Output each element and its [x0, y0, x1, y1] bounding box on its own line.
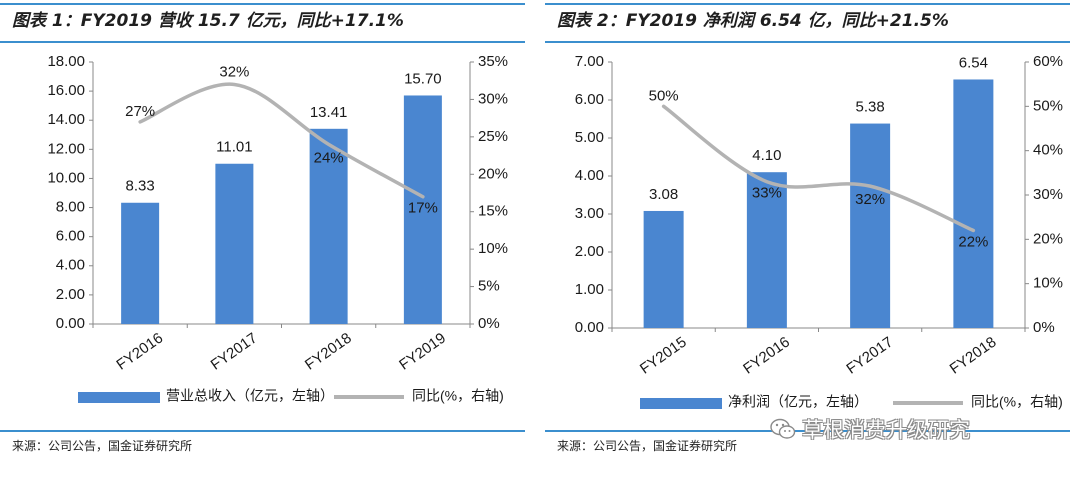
- y-tick-label-right: 30%: [478, 90, 508, 107]
- legend-bar-label: 净利润（亿元，左轴）: [728, 394, 868, 410]
- y-tick-label-right: 10%: [1033, 275, 1063, 292]
- y-tick-label-left: 0.00: [56, 315, 85, 332]
- y-tick-label-right: 5%: [478, 278, 500, 295]
- bar: [403, 95, 442, 324]
- y-tick-label-left: 2.00: [575, 243, 604, 260]
- y-tick-label-left: 7.00: [575, 53, 604, 70]
- top-rule: [545, 3, 1070, 5]
- yoy-line: [661, 104, 976, 233]
- line-value-label: 17%: [408, 200, 438, 217]
- bar-value-label: 13.41: [310, 104, 348, 121]
- y-tick-label-left: 0.00: [575, 319, 604, 336]
- legend-line-label: 同比(%，右轴): [412, 388, 504, 404]
- source-note: 来源：公司公告，国金证券研究所: [12, 439, 193, 453]
- legend-bar-swatch: [640, 398, 722, 409]
- x-tick-label: FY2015: [637, 334, 690, 378]
- x-tick-label: FY2018: [947, 334, 1000, 378]
- y-tick-label-left: 8.00: [56, 199, 85, 216]
- y-tick-label-left: 4.00: [575, 167, 604, 184]
- legend-bar-swatch: [78, 392, 160, 403]
- source-note: 来源：公司公告，国金证券研究所: [557, 439, 738, 453]
- x-tick-label: FY2016: [740, 334, 793, 378]
- line-value-label: 33%: [752, 185, 782, 202]
- wechat-icon: [770, 418, 796, 439]
- bar: [121, 202, 160, 324]
- y-tick-label-right: 30%: [1033, 186, 1063, 203]
- bar-value-label: 4.10: [752, 147, 781, 164]
- y-tick-label-left: 6.00: [56, 228, 85, 245]
- bar: [850, 123, 891, 328]
- line-value-label: 22%: [958, 233, 988, 250]
- source-rule: [545, 430, 1070, 432]
- y-tick-label-left: 18.00: [47, 53, 85, 70]
- bar: [643, 210, 684, 328]
- y-tick-label-left: 6.00: [575, 91, 604, 108]
- y-tick-label-right: 10%: [478, 240, 508, 257]
- y-tick-label-right: 50%: [1033, 97, 1063, 114]
- y-tick-label-right: 60%: [1033, 53, 1063, 70]
- revenue-chart: 0.00 2.00 4.00 6.00 8.00 10.00 12.00 14.00 16.00…: [47, 53, 508, 404]
- y-tick-label-left: 12.00: [47, 140, 85, 157]
- bar-value-label: 11.01: [216, 139, 252, 156]
- line-value-label: 32%: [855, 191, 885, 208]
- bar: [309, 128, 348, 324]
- y-tick-label-left: 5.00: [575, 129, 604, 146]
- y-tick-label-left: 16.00: [47, 82, 85, 99]
- line-value-label: 32%: [219, 63, 249, 80]
- y-tick-label-left: 4.00: [56, 257, 85, 274]
- y-tick-label-left: 14.00: [47, 111, 85, 128]
- x-tick-label: FY2019: [396, 330, 449, 374]
- bar-value-label: 6.54: [959, 54, 988, 71]
- y-tick-label-right: 25%: [478, 128, 508, 145]
- y-tick-label-left: 1.00: [575, 281, 604, 298]
- y-tick-label-left: 2.00: [56, 286, 85, 303]
- title-rule: [545, 41, 1070, 43]
- top-rule: [0, 3, 525, 5]
- chart-title: 图表 2：FY2019 净利润 6.54 亿，同比+21.5%: [557, 11, 949, 31]
- line-value-label: 27%: [125, 103, 155, 120]
- y-tick-label-right: 0%: [478, 315, 500, 332]
- source-rule: [0, 430, 525, 432]
- x-tick-label: FY2018: [302, 330, 355, 374]
- legend-line-label: 同比(%，右轴): [971, 394, 1063, 410]
- bar-value-label: 8.33: [126, 178, 155, 195]
- net-profit-chart: 0.00 1.00 2.00 3.00 4.00 5.00 6.00 7.00 0% 10% 20%…: [575, 53, 1063, 410]
- y-tick-label-right: 15%: [478, 203, 508, 220]
- watermark-text: 草根消费升级研究: [802, 418, 970, 442]
- line-value-label: 50%: [649, 87, 679, 104]
- bar-value-label: 15.70: [404, 70, 442, 87]
- x-tick-label: FY2016: [113, 330, 166, 374]
- y-tick-label-left: 3.00: [575, 205, 604, 222]
- x-tick-label: FY2017: [208, 330, 261, 374]
- y-tick-label-right: 0%: [1033, 319, 1055, 336]
- watermark: 草根消费升级研究: [770, 414, 970, 444]
- line-value-label: 24%: [314, 149, 344, 166]
- y-tick-label-right: 35%: [478, 53, 508, 70]
- bar-value-label: 3.08: [649, 186, 678, 203]
- title-rule: [0, 41, 525, 43]
- y-tick-label-right: 40%: [1033, 142, 1063, 159]
- y-tick-label-right: 20%: [1033, 230, 1063, 247]
- bar: [953, 79, 994, 328]
- x-tick-label: FY2017: [843, 334, 896, 378]
- y-tick-label-right: 20%: [478, 165, 508, 182]
- yoy-line: [138, 82, 425, 199]
- legend-bar-label: 营业总收入（亿元，左轴）: [166, 388, 334, 404]
- chart-panel-revenue: 图表 1：FY2019 营收 15.7 亿元，同比+17.1% 0.00 2.00…: [0, 0, 530, 479]
- bar-value-label: 5.38: [856, 99, 885, 116]
- y-tick-label-left: 10.00: [47, 169, 85, 186]
- bar: [746, 172, 787, 328]
- bar: [215, 163, 254, 324]
- chart-panel-net-profit: 图表 2：FY2019 净利润 6.54 亿，同比+21.5% 0.00 1.00…: [545, 0, 1075, 479]
- chart-title: 图表 1：FY2019 营收 15.7 亿元，同比+17.1%: [12, 11, 404, 31]
